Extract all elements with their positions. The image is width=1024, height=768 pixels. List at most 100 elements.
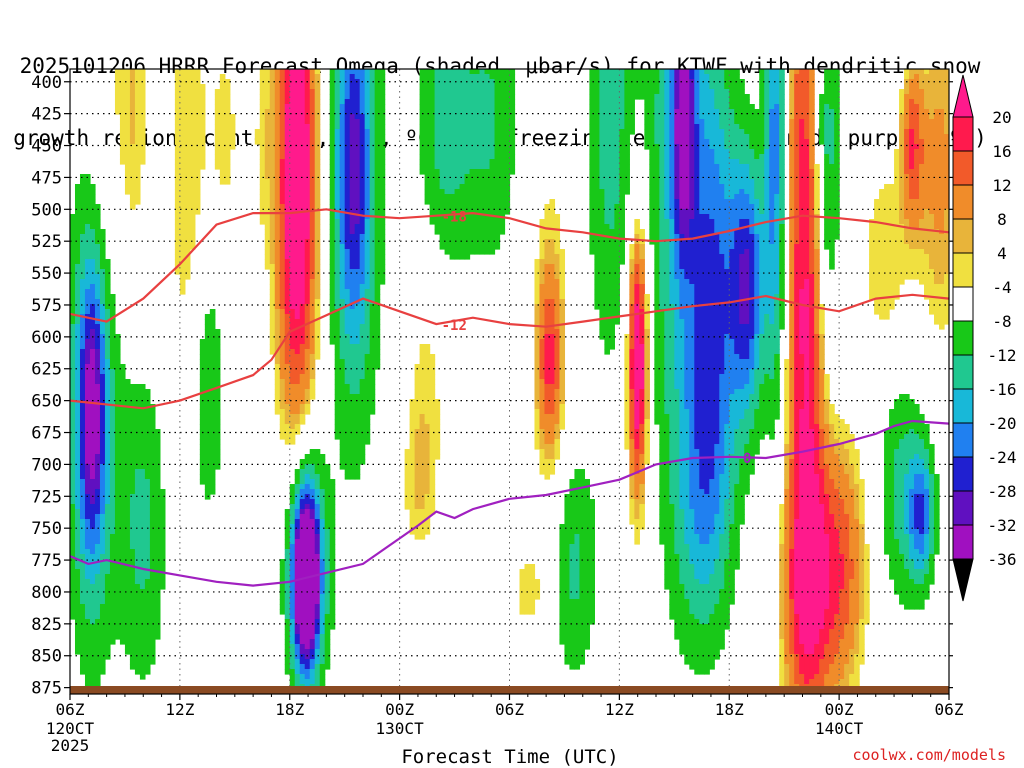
omega-cell [714,129,720,135]
omega-cell [274,164,281,170]
omega-cell [369,94,376,100]
omega-cell [344,209,351,215]
omega-cell [439,179,446,185]
omega-cell [269,209,276,215]
omega-cell [944,294,949,300]
omega-cell [719,174,725,180]
omega-cell [594,254,600,260]
omega-cell [484,219,491,225]
omega-cell [269,184,276,190]
omega-cell [269,254,276,260]
omega-cell [329,179,336,185]
omega-cell [484,249,491,255]
omega-cell [779,114,785,120]
omega-cell [794,229,800,235]
omega-cell [789,184,795,190]
omega-cell [709,189,715,195]
omega-cell [729,219,735,225]
omega-cell [129,144,136,150]
omega-cell [834,124,840,130]
omega-cell [589,69,595,75]
omega-cell [544,274,551,280]
omega-cell [89,289,96,295]
omega-cell [724,264,730,270]
omega-cell [919,189,925,195]
omega-cell [714,249,720,255]
omega-cell [739,149,745,155]
omega-cell [359,119,366,125]
omega-cell [914,164,920,170]
omega-cell [489,194,496,200]
omega-cell [604,134,610,140]
omega-cell [504,144,511,150]
omega-cell [939,164,945,170]
omega-cell [289,149,296,155]
omega-cell [704,119,710,125]
omega-cell [359,164,366,170]
omega-cell [834,209,840,215]
omega-cell [89,234,96,240]
omega-cell [374,174,381,180]
omega-cell [804,189,810,195]
omega-cell [799,114,805,120]
omega-cell [939,74,945,80]
omega-cell [299,139,306,145]
omega-cell [739,119,745,125]
omega-cell [454,189,461,195]
omega-cell [464,204,471,210]
omega-cell [794,104,800,110]
omega-cell [814,179,820,185]
omega-cell [814,289,820,295]
omega-cell [709,249,715,255]
omega-cell [489,144,496,150]
omega-cell [794,284,800,290]
omega-cell [499,209,506,215]
omega-cell [359,184,366,190]
omega-cell [259,174,266,180]
omega-cell [494,239,501,245]
omega-cell [294,184,301,190]
omega-cell [744,279,750,285]
omega-cell [424,194,431,200]
omega-cell [434,224,441,230]
omega-cell [674,169,680,175]
omega-cell [174,174,181,180]
omega-cell [289,159,296,165]
omega-cell [609,159,615,165]
omega-cell [289,239,296,245]
omega-cell [834,234,840,240]
omega-cell [264,254,271,260]
omega-cell [619,74,625,80]
omega-cell [909,94,915,100]
omega-cell [544,294,551,300]
omega-cell [679,194,685,200]
omega-cell [659,289,665,295]
omega-cell [704,74,710,80]
omega-cell [489,124,496,130]
omega-cell [449,229,456,235]
omega-cell [379,114,386,120]
omega-cell [789,99,795,105]
omega-cell [824,204,830,210]
omega-cell [479,209,486,215]
omega-cell [659,109,665,115]
omega-cell [884,239,890,245]
omega-cell [679,164,685,170]
omega-cell [184,124,191,130]
omega-cell [934,74,940,80]
omega-cell [674,194,680,200]
omega-cell [664,184,670,190]
omega-cell [894,204,900,210]
omega-cell [869,289,875,295]
omega-cell [879,194,885,200]
omega-cell [729,104,735,110]
omega-cell [774,94,780,100]
omega-cell [219,134,226,140]
omega-cell [439,129,446,135]
omega-cell [359,229,366,235]
omega-cell [344,239,351,245]
omega-cell [694,114,700,120]
omega-cell [764,189,770,195]
omega-cell [774,69,780,75]
omega-cell [189,209,196,215]
